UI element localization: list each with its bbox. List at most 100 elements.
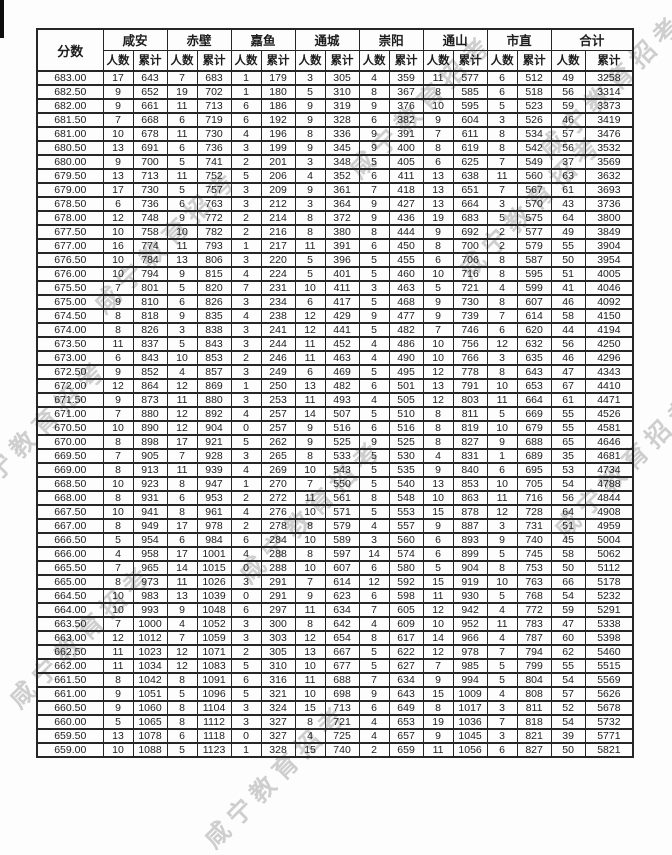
table-row: 663.00 12 1012 7 1059 3 303 12 654 8 617 14 966 4 787 6…: [36, 630, 634, 646]
score-cell: 670.50: [36, 420, 104, 436]
value-cell: 818: [132, 308, 168, 324]
value-cell: 2: [486, 224, 518, 240]
value-cell: 11: [294, 602, 326, 618]
value-cell: 533: [324, 448, 360, 464]
value-cell: 1039: [196, 588, 232, 604]
score-cell: 677.50: [36, 224, 104, 240]
score-cell: 680.00: [36, 154, 104, 170]
value-cell: 1051: [132, 686, 168, 702]
value-cell: 12: [294, 308, 326, 324]
region-header: 崇阳: [358, 28, 424, 51]
value-cell: 730: [196, 126, 232, 142]
value-cell: 276: [260, 504, 296, 520]
value-cell: 892: [196, 406, 232, 422]
value-cell: 5: [166, 686, 198, 702]
table-row: 659.50 13 1078 6 1118 0 327 4 725 4 657 9 1045 3 821 39…: [36, 728, 634, 744]
score-cell: 675.50: [36, 280, 104, 296]
value-cell: 58: [550, 546, 586, 562]
value-cell: 5: [358, 154, 390, 170]
score-cell: 674.00: [36, 322, 104, 338]
value-cell: 3849: [584, 224, 634, 240]
value-cell: 8: [294, 210, 326, 226]
value-cell: 9: [422, 728, 454, 744]
value-cell: 984: [196, 532, 232, 548]
score-cell: 668.00: [36, 490, 104, 506]
score-cell: 673.00: [36, 350, 104, 366]
value-cell: 13: [166, 252, 198, 268]
value-cell: 10: [294, 532, 326, 548]
value-cell: 731: [516, 518, 552, 534]
value-cell: 3314: [584, 84, 634, 100]
cumulative-sub-header: 累计: [516, 49, 552, 72]
value-cell: 507: [324, 406, 360, 422]
value-cell: 542: [516, 140, 552, 156]
value-cell: 1: [230, 378, 262, 394]
value-cell: 560: [388, 532, 424, 548]
value-cell: 5: [358, 406, 390, 422]
value-cell: 958: [132, 546, 168, 562]
value-cell: 683: [452, 210, 488, 226]
value-cell: 6: [166, 532, 198, 548]
value-cell: 8: [294, 448, 326, 464]
value-cell: 634: [388, 672, 424, 688]
value-cell: 3: [230, 294, 262, 310]
value-cell: 6: [422, 546, 454, 562]
value-cell: 540: [388, 476, 424, 492]
value-cell: 510: [388, 406, 424, 422]
value-cell: 11: [486, 616, 518, 632]
value-cell: 5626: [584, 686, 634, 702]
value-cell: 561: [324, 490, 360, 506]
value-cell: 10: [486, 420, 518, 436]
value-cell: 12: [294, 630, 326, 646]
value-cell: 15: [422, 574, 454, 590]
value-cell: 186: [260, 98, 296, 114]
value-cell: 706: [452, 252, 488, 268]
value-cell: 495: [388, 364, 424, 380]
value-cell: 698: [324, 686, 360, 702]
value-cell: 930: [452, 588, 488, 604]
value-cell: 10: [102, 588, 134, 604]
value-cell: 9: [358, 98, 390, 114]
value-cell: 965: [132, 560, 168, 576]
table-row: 676.00 10 794 9 815 4 224 5 401 5 460 10 716 8 595 51 40…: [36, 266, 634, 282]
value-cell: 730: [132, 182, 168, 198]
value-cell: 436: [388, 210, 424, 226]
value-cell: 661: [132, 98, 168, 114]
value-cell: 941: [132, 504, 168, 520]
table-row: 673.00 6 843 10 853 2 246 11 463 4 490 10 766 3 635 46 4…: [36, 350, 634, 366]
value-cell: 611: [452, 126, 488, 142]
value-cell: 791: [452, 378, 488, 394]
value-cell: 8: [166, 476, 198, 492]
value-cell: 994: [452, 672, 488, 688]
value-cell: 49: [550, 224, 586, 240]
value-cell: 8: [358, 490, 390, 506]
value-cell: 13: [422, 196, 454, 212]
value-cell: 13: [102, 140, 134, 156]
value-cell: 634: [324, 602, 360, 618]
cumulative-sub-header: 累计: [260, 49, 296, 72]
value-cell: 653: [516, 378, 552, 394]
value-cell: 4343: [584, 364, 634, 380]
value-cell: 8: [422, 406, 454, 422]
value-cell: 1071: [196, 644, 232, 660]
value-cell: 619: [452, 140, 488, 156]
score-cell: 659.00: [36, 742, 104, 758]
score-cell: 682.00: [36, 98, 104, 114]
value-cell: 913: [132, 462, 168, 478]
value-cell: 8: [102, 574, 134, 590]
region-header: 咸安: [102, 28, 168, 51]
region-header: 合计: [550, 28, 634, 51]
value-cell: 642: [324, 616, 360, 632]
value-cell: 5: [358, 448, 390, 464]
value-cell: 523: [516, 98, 552, 114]
value-cell: 61: [550, 392, 586, 408]
value-cell: 5771: [584, 728, 634, 744]
value-cell: 1083: [196, 658, 232, 674]
value-cell: 1091: [196, 672, 232, 688]
value-cell: 55: [550, 406, 586, 422]
value-cell: 683: [196, 70, 232, 86]
value-cell: 7: [422, 658, 454, 674]
count-sub-header: 人数: [294, 49, 326, 72]
value-cell: 6: [230, 98, 262, 114]
value-cell: 553: [388, 504, 424, 520]
